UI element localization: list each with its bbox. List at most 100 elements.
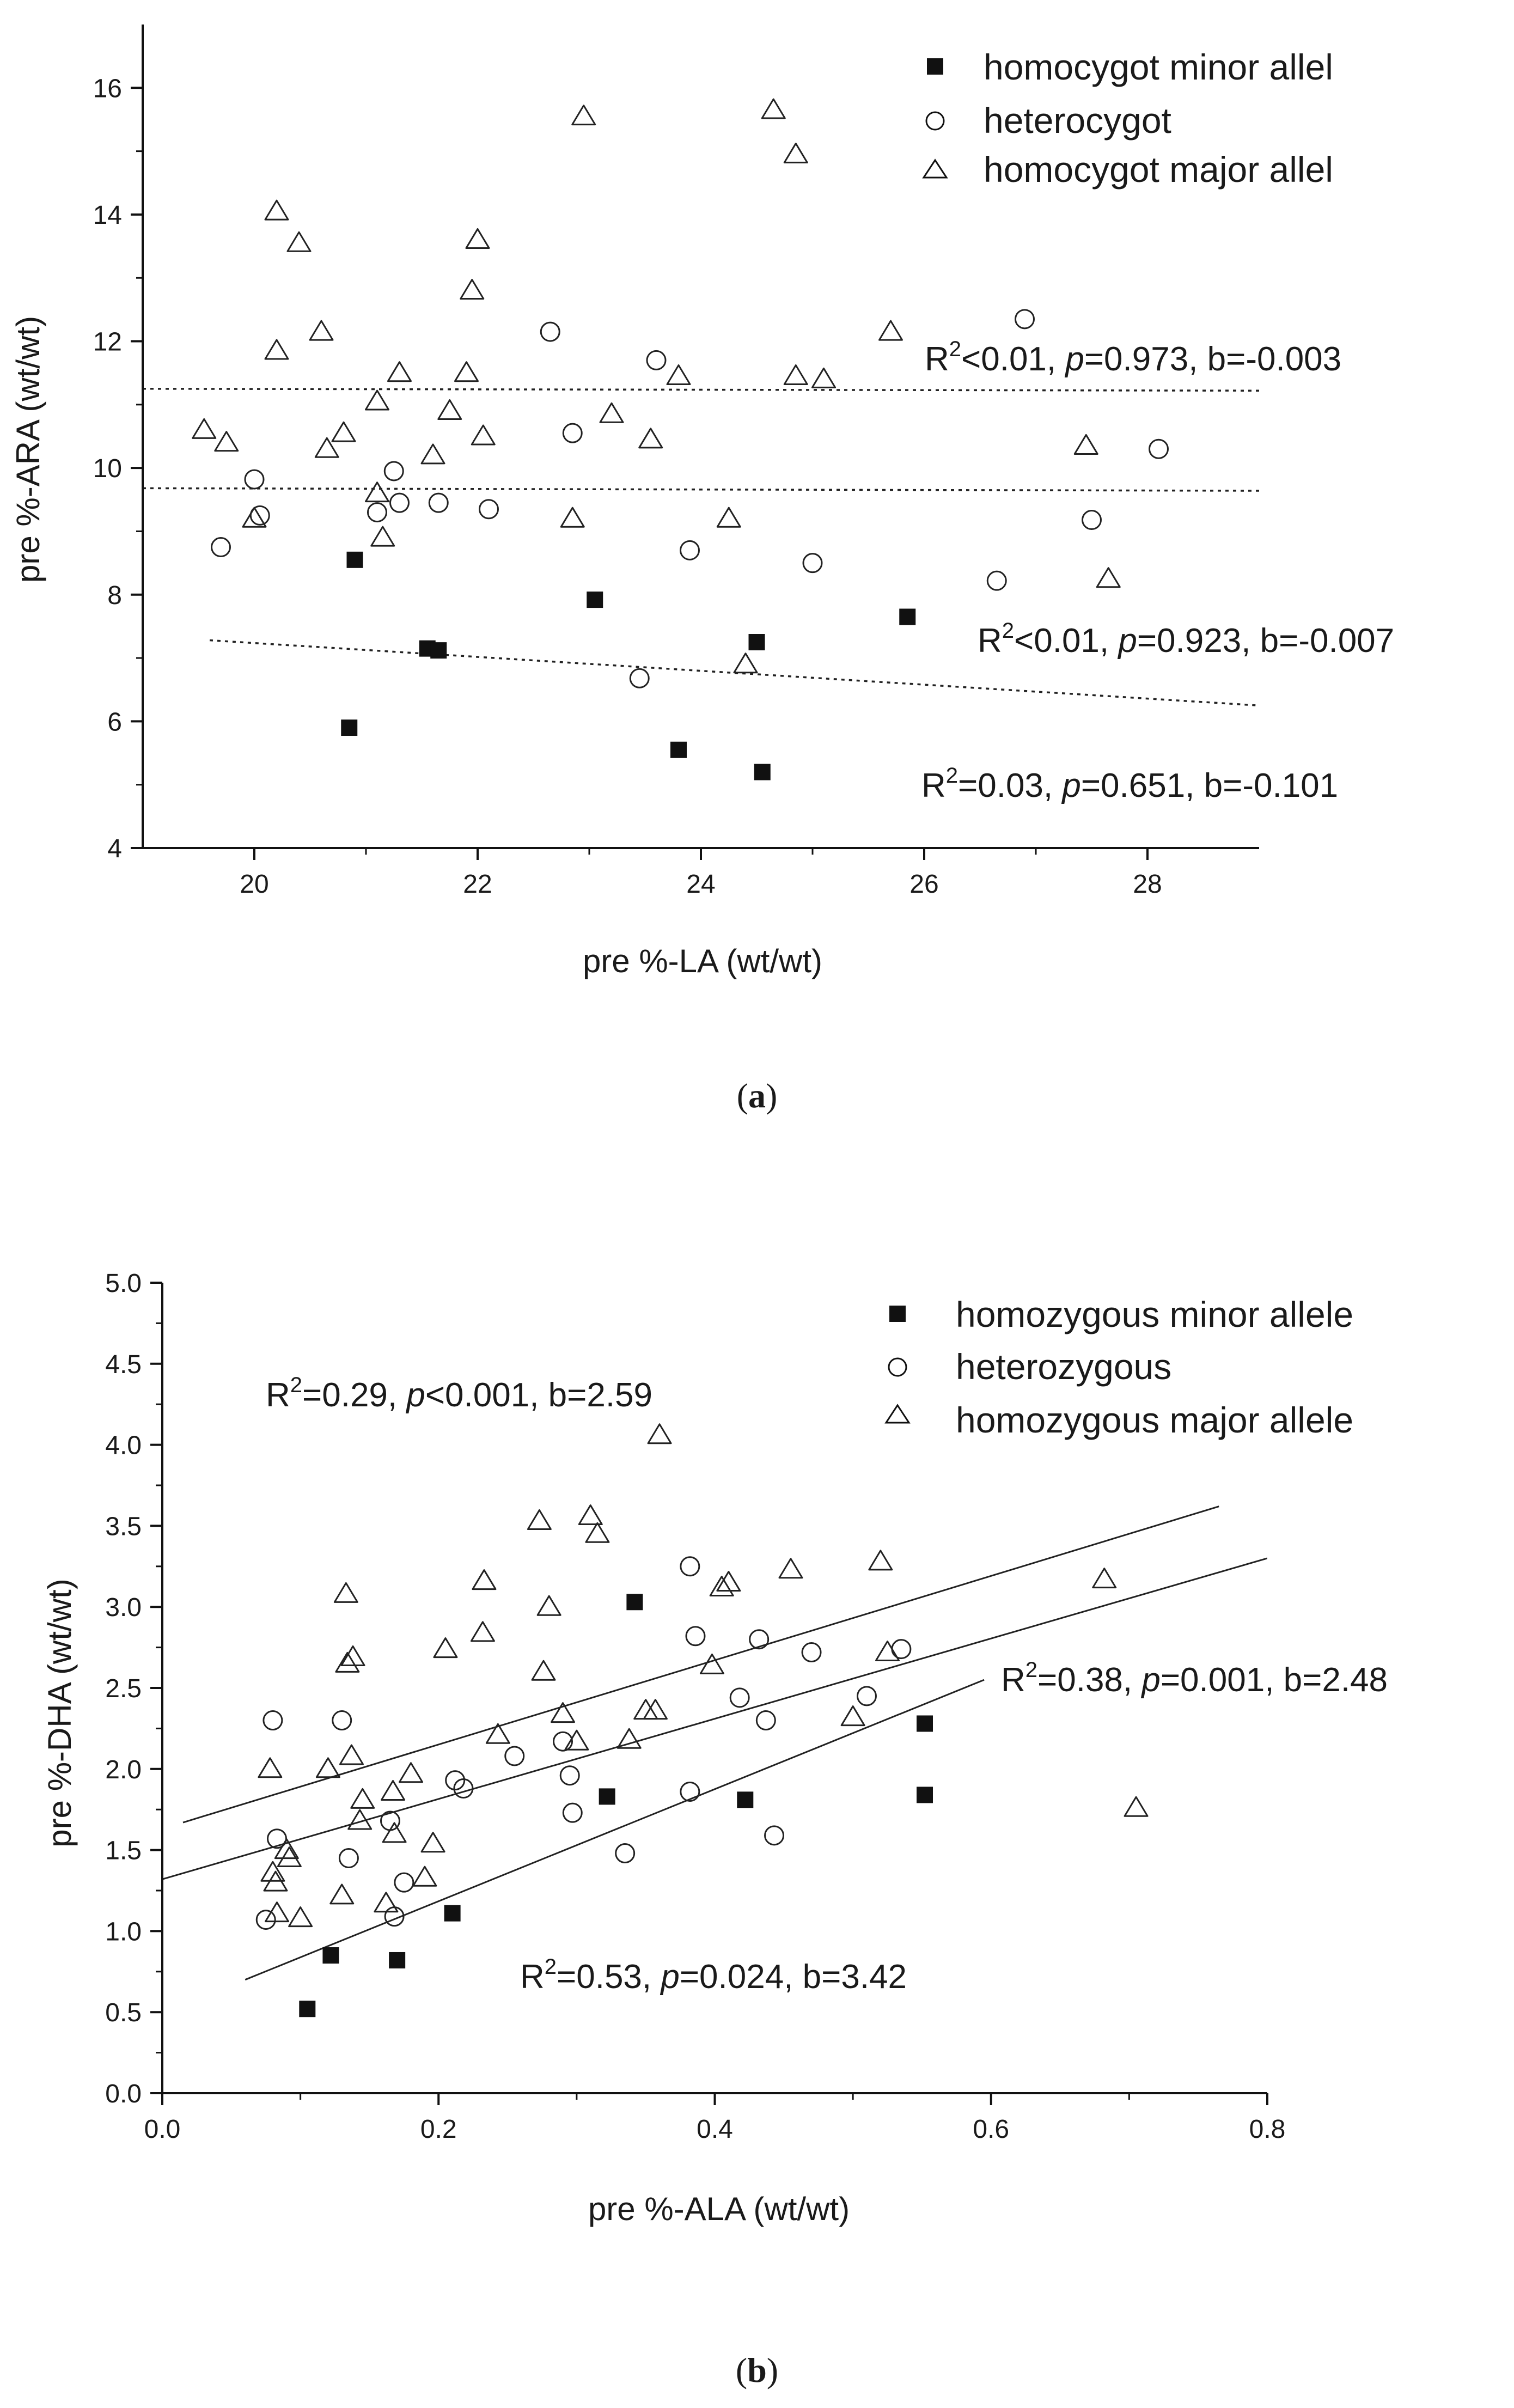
panel-b-y-tick-label-4: 1.5 (105, 1837, 142, 1866)
panel-b-series-3-point-16 (374, 1892, 399, 1913)
panel-a-annotation-1: R2<0.01, p=0.973, b=-0.003 (925, 337, 1341, 378)
panel-b-series-3-point-28 (536, 1595, 561, 1616)
panel-a-series-2-point-11 (629, 668, 650, 688)
panel-b-series-3-point-4 (265, 1901, 290, 1923)
panel-a-fit-line-2 (143, 487, 1259, 492)
panel-b-series-2-point-4 (332, 1710, 352, 1731)
panel-a-series-3-point-14 (420, 443, 445, 465)
panel-b-series-1-point-5 (599, 1788, 615, 1805)
panel-a-series-3-point-7 (309, 320, 334, 341)
panel-b-series-3-point-32 (585, 1522, 610, 1543)
panel-a-series-2-point-16 (1015, 309, 1035, 330)
ann-b1-post: <0.001, b=2.59 (425, 1376, 652, 1414)
panel-a-series-3-point-22 (599, 402, 624, 423)
ann-a3-pre: =0.03, (958, 767, 1062, 804)
panel-a-series-2-point-12 (646, 350, 667, 370)
ann-a1-r: R (925, 340, 949, 378)
panel-a-y-tick-label-6: 14 (93, 201, 122, 230)
ann-a2-pre: <0.01, (1014, 622, 1118, 660)
panel-b-y-tick-label-5: 2.0 (105, 1755, 142, 1784)
legend-b-minor-marker (889, 1306, 906, 1322)
panel-a-label-letter: a (748, 1076, 766, 1115)
panel-b-series-3-point-39 (716, 1571, 741, 1592)
panel-b-series-2-point-18 (685, 1626, 706, 1647)
panel-a-label-open: ( (737, 1076, 748, 1115)
ann-b3-sup: 2 (545, 1955, 557, 1979)
panel-a-series-3-point-19 (471, 424, 496, 446)
panel-a-series-3-point-8 (314, 437, 339, 458)
panel-a-series-3-point-33 (1096, 567, 1121, 588)
panel-b-annotation-2: R2=0.38, p=0.001, b=2.48 (1001, 1658, 1388, 1699)
panel-b-y-tick-label-11: 5.0 (105, 1269, 142, 1298)
panel-a-series-3-point-11 (365, 481, 389, 503)
panel-b-series-1-point-1 (299, 2001, 316, 2017)
panel-b-x-tick-label-3: 0.4 (697, 2115, 733, 2144)
panel-a-fit-lines (143, 388, 1259, 707)
panel-b-series-3-point-10 (333, 1582, 358, 1603)
panel-b-series-3-point-43 (875, 1641, 900, 1662)
panel-a-x-tick-label-4: 26 (909, 870, 938, 899)
panel-a-annotation-3: R2=0.03, p=0.651, b=-0.101 (921, 764, 1338, 804)
panel-b-series-3-point-26 (527, 1509, 552, 1530)
panel-b-series-3-point-5 (274, 1838, 299, 1860)
panel-a-y-tick-label-5: 12 (93, 328, 122, 357)
panel-b-series-3-point-29 (551, 1702, 576, 1723)
panel-b-series-2-point-2 (262, 1710, 283, 1731)
panel-a-x-tick-label-5: 28 (1133, 870, 1162, 899)
panel-b-series-3-point-37 (699, 1653, 724, 1674)
panel-a-series-2-point-14 (802, 553, 823, 574)
panel-a-series-1-point-9 (899, 608, 916, 625)
legend-a-hetero-label: heterocygot (984, 100, 1171, 141)
panel-b-label: (b) (736, 2351, 778, 2389)
legend-b-hetero-marker (888, 1357, 907, 1377)
panel-b-points (255, 1423, 1149, 2017)
panel-a-series-2-point-5 (383, 461, 404, 481)
ann-a3-p: p (1061, 767, 1080, 804)
panel-a-series-3-point-30 (811, 367, 836, 388)
panel-b-series-2-point-9 (445, 1770, 466, 1791)
panel-a-series-1-point-1 (346, 551, 363, 568)
panel-a-series-3-point-1 (192, 418, 217, 439)
panel-a-series-3-point-20 (560, 507, 585, 528)
panel-b-series-3-point-36 (647, 1423, 672, 1444)
panel-b-series-3-point-17 (381, 1779, 406, 1801)
legend-b-major-label: homozygous major allele (956, 1400, 1353, 1440)
panel-b-series-1-point-4 (444, 1905, 461, 1922)
panel-a-series-3-point-24 (666, 364, 691, 386)
panel-b-series-3-point-45 (1124, 1796, 1149, 1817)
panel-b-x-tick-label-4: 0.6 (973, 2115, 1009, 2144)
panel-b-series-3-point-42 (868, 1550, 893, 1571)
panel-a-series-3-point-3 (242, 507, 267, 528)
panel-a-series-2-point-8 (479, 499, 499, 520)
ann-b1-sup: 2 (290, 1373, 302, 1397)
panel-a-series-2-point-18 (1149, 438, 1169, 459)
panel-b-series-3-point-8 (315, 1757, 340, 1778)
panel-b-y-tick-label-9: 4.0 (105, 1431, 142, 1460)
panel-b-y-tick-label-1: 0.0 (105, 2080, 142, 2108)
panel-b-series-3-point-20 (412, 1866, 437, 1887)
panel-b-series-1-point-8 (917, 1715, 933, 1732)
panel-a-x-axis-title: pre %-LA (wt/wt) (583, 943, 822, 979)
ann-a3-sup: 2 (946, 764, 958, 788)
panel-b-series-2-point-12 (553, 1731, 573, 1752)
panel-b-series-2-point-1 (255, 1910, 276, 1930)
panel-a-series-3-point-16 (454, 361, 479, 382)
panel-a-series-2-point-3 (249, 505, 270, 526)
panel-b-series-3-point-27 (531, 1660, 556, 1681)
legend-a-hetero-marker (925, 111, 945, 131)
panel-b-series-2-point-22 (764, 1825, 785, 1846)
panel-b-label-open: ( (736, 2351, 747, 2389)
panel-b-series-3-point-40 (778, 1558, 803, 1579)
panel-b-series-3-point-6 (277, 1846, 302, 1867)
panel-b-x-tick-label-1: 0.0 (144, 2115, 181, 2144)
panel-a-series-2-point-17 (1082, 510, 1102, 531)
panel-a-series-2-point-15 (986, 570, 1007, 591)
panel-b-fit-line-1 (182, 1505, 1219, 1824)
ann-b3-r: R (520, 1958, 545, 1996)
panel-b-series-2-point-17 (680, 1556, 700, 1577)
panel-b-series-3-point-24 (472, 1569, 497, 1590)
panel-b-series-2-point-13 (559, 1765, 580, 1786)
panel-b-series-3-point-14 (347, 1809, 373, 1830)
